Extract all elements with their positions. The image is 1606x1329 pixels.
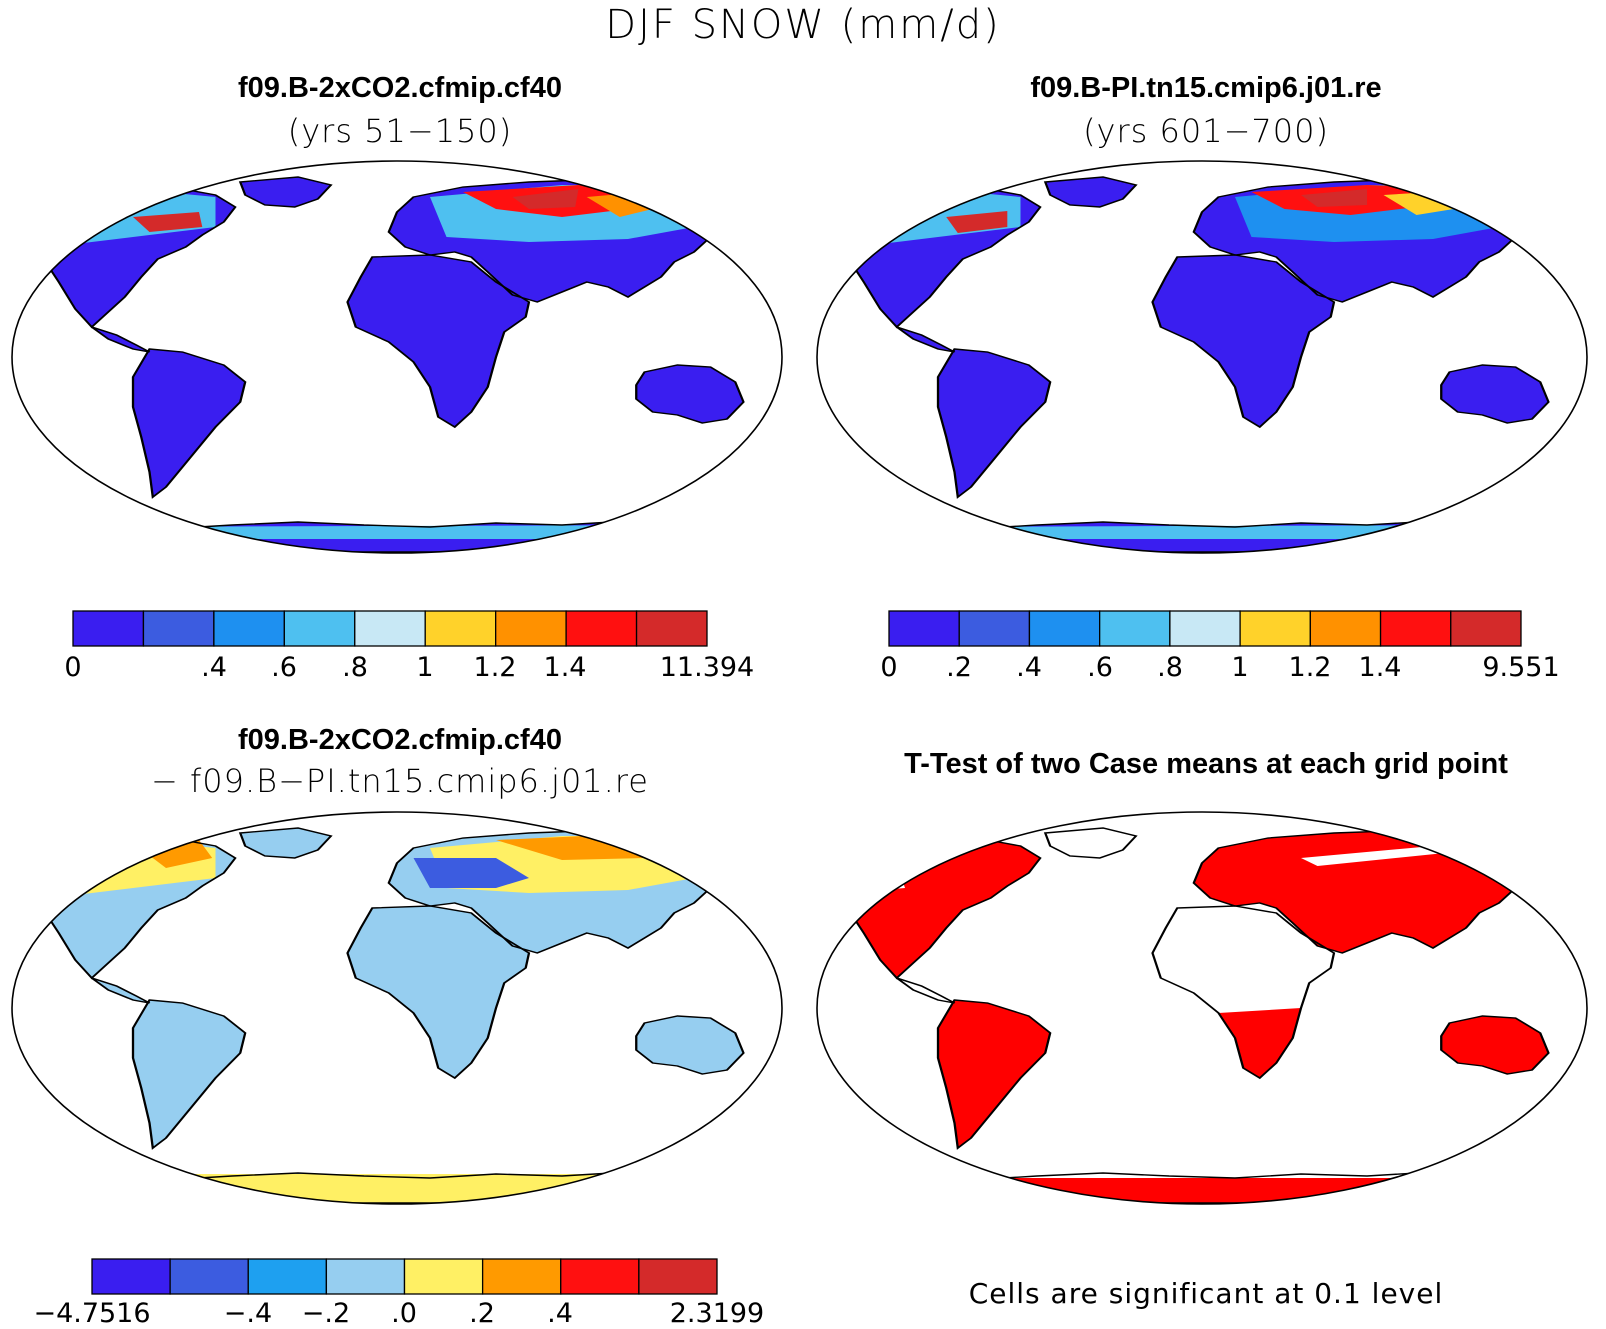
- colorbar-swatch: [481, 1258, 562, 1295]
- colorbar-tick-label: 1.2: [473, 652, 517, 683]
- colorbar-swatch: [1099, 610, 1171, 647]
- map-top-right: [816, 160, 1588, 554]
- colorbar-swatch: [1239, 610, 1311, 647]
- colorbar-tick-label: 1.2: [1288, 652, 1332, 683]
- colorbar-tick-label: 2.3199: [669, 1298, 765, 1329]
- colorbar-tick-label: −.4: [223, 1298, 273, 1329]
- colorbar-swatch: [213, 610, 285, 647]
- figure-title: DJF SNOW (mm/d): [605, 2, 1001, 48]
- colorbar-swatch: [495, 610, 567, 647]
- map-bottom-left: [11, 811, 783, 1205]
- significance-note: Cells are significant at 0.1 level: [968, 1277, 1444, 1310]
- colorbar-swatch: [638, 1258, 718, 1295]
- colorbar-swatch: [354, 610, 426, 647]
- colorbar-swatch: [247, 1258, 328, 1295]
- colorbar-tick-label: .2: [946, 652, 972, 683]
- colorbar-swatch: [72, 610, 145, 647]
- colorbar-tick-label: −.2: [301, 1298, 351, 1329]
- colorbar-tick-label: .4: [547, 1298, 573, 1329]
- colorbar-swatch: [635, 610, 708, 647]
- panel-subtitle-top-right: (yrs 601−700): [1083, 112, 1329, 150]
- map-top-left: [11, 160, 783, 554]
- colorbar-swatch: [1379, 610, 1452, 647]
- colorbar-tick-label: 0: [64, 652, 82, 683]
- panel-subtitle-bottom-left: − f09.B−PI.tn15.cmip6.j01.re: [151, 762, 649, 800]
- colorbar-tick-label: 1: [1231, 652, 1249, 683]
- colorbar-swatch: [1169, 610, 1241, 647]
- panel-title-bottom-right: T-Test of two Case means at each grid po…: [904, 748, 1508, 780]
- colorbar-swatch: [169, 1258, 249, 1295]
- colorbar-top-right: [888, 610, 1522, 647]
- colorbar-tick-label: .6: [1087, 652, 1113, 683]
- colorbar-swatch: [142, 610, 215, 647]
- colorbar-swatch: [91, 1258, 171, 1295]
- colorbar-swatch: [958, 610, 1031, 647]
- colorbar-tick-label: .2: [469, 1298, 495, 1329]
- colorbar-top-left: [72, 610, 708, 647]
- colorbar-swatch: [1450, 610, 1522, 647]
- colorbar-tick-label: 1.4: [543, 652, 587, 683]
- colorbar-tick-label: .0: [391, 1298, 417, 1329]
- colorbar-tick-label: 0: [880, 652, 898, 683]
- colorbar-tick-label: 9.551: [1482, 652, 1560, 683]
- colorbar-swatch: [283, 610, 356, 647]
- map-bottom-right: [816, 811, 1588, 1205]
- colorbar-swatch: [325, 1258, 406, 1295]
- panel-title-top-left: f09.B-2xCO2.cfmip.cf40: [238, 72, 562, 104]
- colorbar-swatch: [888, 610, 960, 647]
- colorbar-tick-label: −4.7516: [33, 1298, 151, 1329]
- colorbar-tick-label: .8: [342, 652, 368, 683]
- panel-title-bottom-left: f09.B-2xCO2.cfmip.cf40: [238, 724, 562, 756]
- colorbar-swatch: [1309, 610, 1382, 647]
- colorbar-tick-label: 1.4: [1358, 652, 1402, 683]
- panel-title-top-right: f09.B-PI.tn15.cmip6.j01.re: [1030, 72, 1382, 104]
- colorbar-swatch: [565, 610, 638, 647]
- colorbar-tick-label: 11.394: [659, 652, 755, 683]
- colorbar-bottom-left: [91, 1258, 718, 1295]
- colorbar-swatch: [403, 1258, 484, 1295]
- colorbar-swatch: [1028, 610, 1101, 647]
- panel-subtitle-top-left: (yrs 51−150): [287, 112, 513, 150]
- colorbar-tick-label: 1: [416, 652, 434, 683]
- colorbar-tick-label: .4: [201, 652, 227, 683]
- colorbar-swatch: [424, 610, 497, 647]
- colorbar-tick-label: .6: [271, 652, 297, 683]
- colorbar-tick-label: .4: [1016, 652, 1042, 683]
- colorbar-swatch: [560, 1258, 640, 1295]
- colorbar-tick-label: .8: [1157, 652, 1183, 683]
